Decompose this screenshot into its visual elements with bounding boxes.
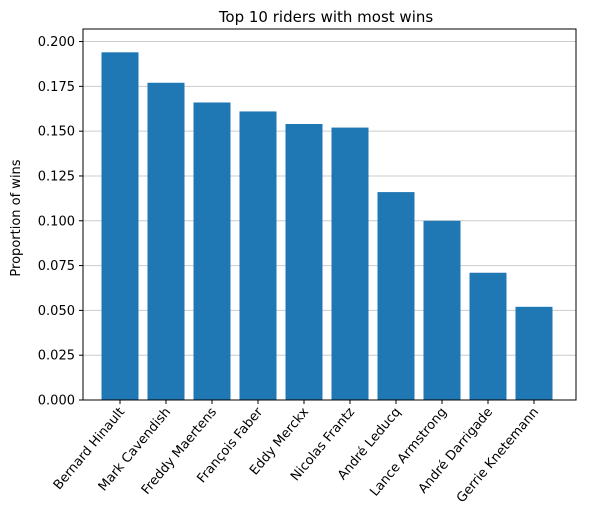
bar (515, 306, 553, 400)
bar (469, 272, 507, 400)
bars (101, 52, 553, 400)
y-axis-label: Proportion of wins (9, 159, 24, 276)
bar (423, 220, 461, 400)
y-tick-label: 0.025 (38, 349, 75, 364)
bar (331, 127, 369, 400)
plot-frame (82, 28, 577, 401)
y-tick-label: 0.150 (38, 125, 75, 140)
y-axis-ticks: 0.000 0.025 0.050 0.075 0.100 0.125 0.150 0.175… (38, 35, 83, 409)
x-tick-label: Gerrie Knetemann (454, 405, 542, 506)
y-tick-label: 0.100 (38, 214, 75, 229)
bar (377, 192, 415, 400)
y-tick-label: 0.000 (38, 394, 75, 409)
y-tick-label: 0.175 (38, 80, 75, 95)
bar (285, 123, 323, 400)
y-tick-label: 0.050 (38, 304, 75, 319)
chart-title: Top 10 riders with most wins (218, 8, 434, 26)
bar (101, 52, 139, 400)
y-tick-label: 0.200 (38, 35, 75, 50)
y-tick-label: 0.075 (38, 259, 75, 274)
bar (147, 82, 185, 400)
y-tick-label: 0.125 (38, 169, 75, 184)
bar (239, 111, 277, 400)
bar (193, 102, 231, 400)
